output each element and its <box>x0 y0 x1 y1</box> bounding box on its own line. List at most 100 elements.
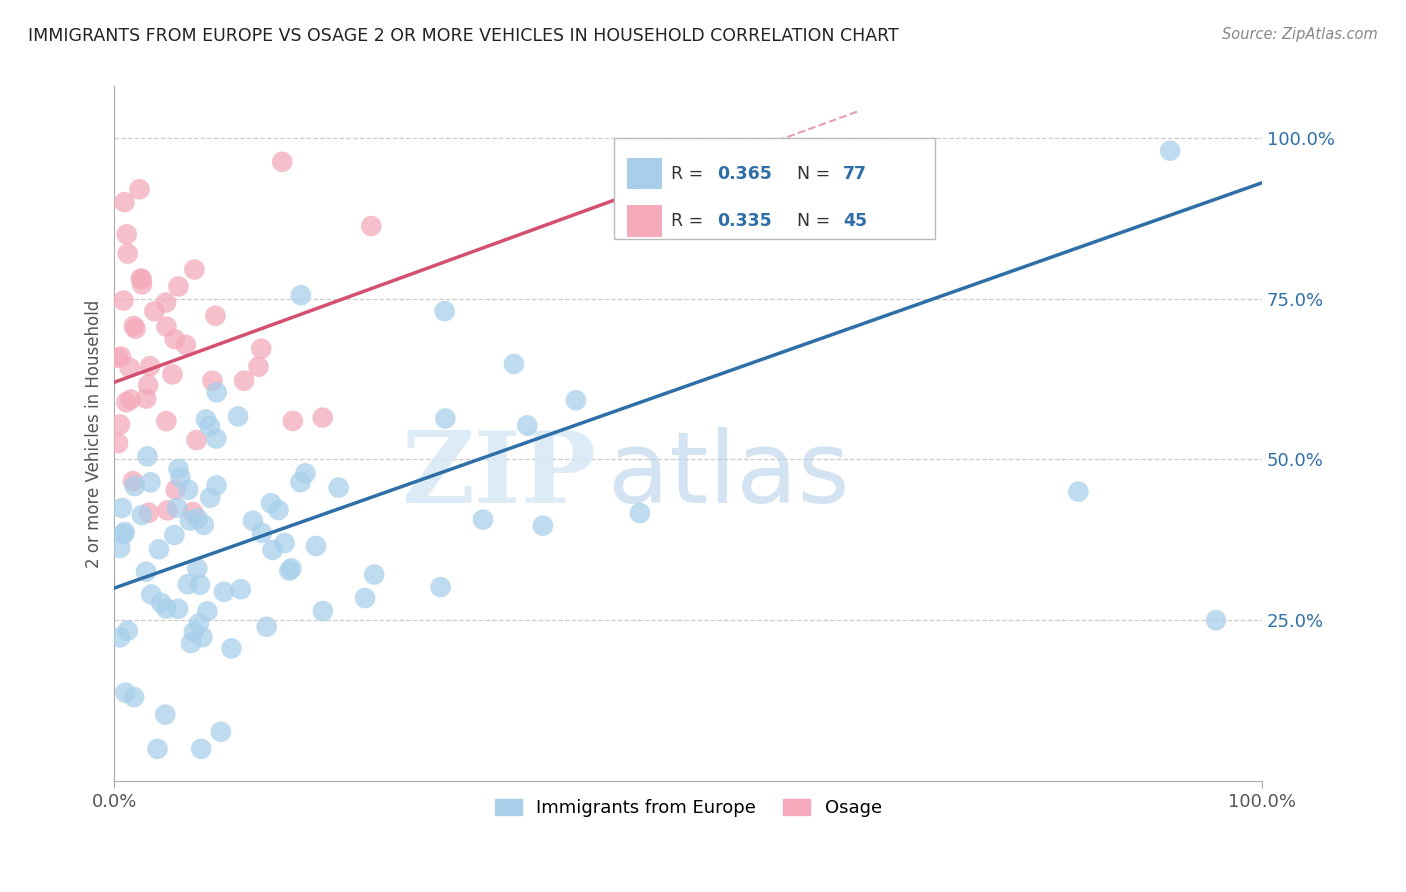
Point <box>124 479 146 493</box>
Point <box>136 450 159 464</box>
Point <box>177 577 200 591</box>
Point <box>198 491 221 505</box>
Text: IMMIGRANTS FROM EUROPE VS OSAGE 2 OR MORE VEHICLES IN HOUSEHOLD CORRELATION CHAR: IMMIGRANTS FROM EUROPE VS OSAGE 2 OR MOR… <box>28 27 898 45</box>
Point <box>186 561 208 575</box>
Point <box>155 319 177 334</box>
Point <box>198 419 221 434</box>
Point <box>1067 484 1090 499</box>
Point <box>118 360 141 375</box>
Text: atlas: atlas <box>607 427 849 524</box>
Text: 77: 77 <box>844 165 868 183</box>
Point <box>294 467 316 481</box>
Point <box>114 524 136 539</box>
Point <box>111 500 134 515</box>
Point <box>429 580 451 594</box>
Point <box>186 511 208 525</box>
Point <box>155 414 177 428</box>
Point <box>363 567 385 582</box>
Point <box>117 246 139 260</box>
Point <box>267 503 290 517</box>
Text: ZIP: ZIP <box>402 427 596 524</box>
Point <box>122 690 145 705</box>
Point <box>124 322 146 336</box>
Text: 0.335: 0.335 <box>717 212 772 230</box>
Point <box>290 475 312 490</box>
Point <box>131 272 153 286</box>
Point <box>260 496 283 510</box>
Text: N =: N = <box>797 212 837 230</box>
Point <box>114 685 136 699</box>
Point <box>1159 144 1181 158</box>
Point <box>195 412 218 426</box>
Point <box>311 410 333 425</box>
Point <box>205 385 228 400</box>
Point <box>1205 613 1227 627</box>
Point <box>183 624 205 639</box>
Point <box>108 630 131 644</box>
Point <box>273 536 295 550</box>
Point <box>226 409 249 424</box>
FancyBboxPatch shape <box>613 138 935 239</box>
Point <box>150 596 173 610</box>
Point <box>256 620 278 634</box>
Point <box>191 630 214 644</box>
Point <box>120 392 142 407</box>
Point <box>177 483 200 497</box>
Point <box>163 528 186 542</box>
Point <box>281 414 304 428</box>
Point <box>179 514 201 528</box>
Point <box>122 318 145 333</box>
Point <box>122 474 145 488</box>
Point <box>205 432 228 446</box>
Point <box>110 350 132 364</box>
Point <box>516 418 538 433</box>
Point <box>186 433 208 447</box>
Point <box>433 304 456 318</box>
Point <box>169 470 191 484</box>
Text: N =: N = <box>797 165 837 183</box>
Point <box>139 359 162 374</box>
FancyBboxPatch shape <box>627 158 662 189</box>
Point <box>190 742 212 756</box>
Point <box>167 279 190 293</box>
Point <box>135 392 157 406</box>
Point <box>112 195 135 210</box>
Point <box>233 374 256 388</box>
Point <box>472 513 495 527</box>
Point <box>128 182 150 196</box>
Point <box>112 293 135 308</box>
Text: Source: ZipAtlas.com: Source: ZipAtlas.com <box>1222 27 1378 42</box>
Point <box>628 506 651 520</box>
Point <box>188 616 211 631</box>
Point <box>271 154 294 169</box>
Point <box>131 277 153 292</box>
Point <box>163 332 186 346</box>
Point <box>209 724 232 739</box>
Point <box>112 527 135 541</box>
Point <box>165 483 187 497</box>
Point <box>205 478 228 492</box>
Point <box>143 304 166 318</box>
Point <box>188 578 211 592</box>
Legend: Immigrants from Europe, Osage: Immigrants from Europe, Osage <box>488 791 889 824</box>
Point <box>280 561 302 575</box>
Point <box>631 195 654 210</box>
Point <box>141 588 163 602</box>
Point <box>221 641 243 656</box>
Point <box>155 707 177 722</box>
Point <box>155 601 177 615</box>
Point <box>328 481 350 495</box>
Point <box>195 604 218 618</box>
Point <box>204 309 226 323</box>
Point <box>115 227 138 242</box>
Point <box>135 565 157 579</box>
Point <box>354 591 377 606</box>
Point <box>131 508 153 522</box>
Point <box>312 604 335 618</box>
Point <box>108 417 131 432</box>
Point <box>242 514 264 528</box>
Point <box>155 295 177 310</box>
Point <box>193 517 215 532</box>
Point <box>212 585 235 599</box>
Point <box>148 542 170 557</box>
